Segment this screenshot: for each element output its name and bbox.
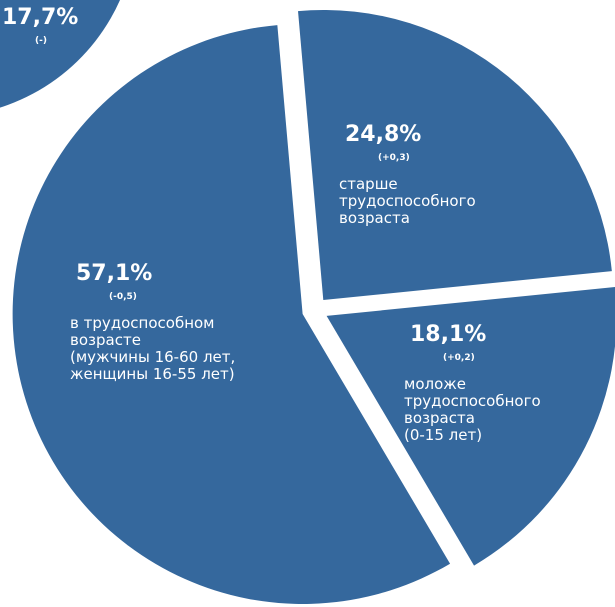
- slice-label: (мужчины 16-60 лет,: [70, 348, 235, 366]
- slice-label: трудоспособного: [404, 392, 541, 410]
- slice-label: возраста: [339, 209, 410, 227]
- slice-label: женщины 16-55 лет): [70, 365, 235, 383]
- change-label: (-0,5): [109, 292, 137, 302]
- slice-label: возрасте: [70, 331, 141, 349]
- slice-label: моложе: [404, 375, 466, 393]
- slice-label: возраста: [404, 409, 475, 427]
- slice-label: старше: [339, 175, 398, 193]
- slice-label: трудоспособного: [339, 192, 476, 210]
- value-label: 57,1%: [76, 261, 152, 286]
- value-label: 18,1%: [410, 322, 486, 347]
- slice-label: (0-15 лет): [404, 426, 482, 444]
- change-label: (+0,3): [378, 153, 410, 163]
- pie-slice: [326, 286, 615, 566]
- pie-slice: [12, 25, 451, 604]
- pie-slice: [0, 0, 120, 108]
- pie-slice: [298, 9, 612, 300]
- value-label: 17,7%: [2, 5, 78, 30]
- change-label: (+0,2): [443, 353, 475, 363]
- value-label: 24,8%: [345, 122, 421, 147]
- slice-label: в трудоспособном: [70, 314, 215, 332]
- change-label: (-): [35, 36, 47, 46]
